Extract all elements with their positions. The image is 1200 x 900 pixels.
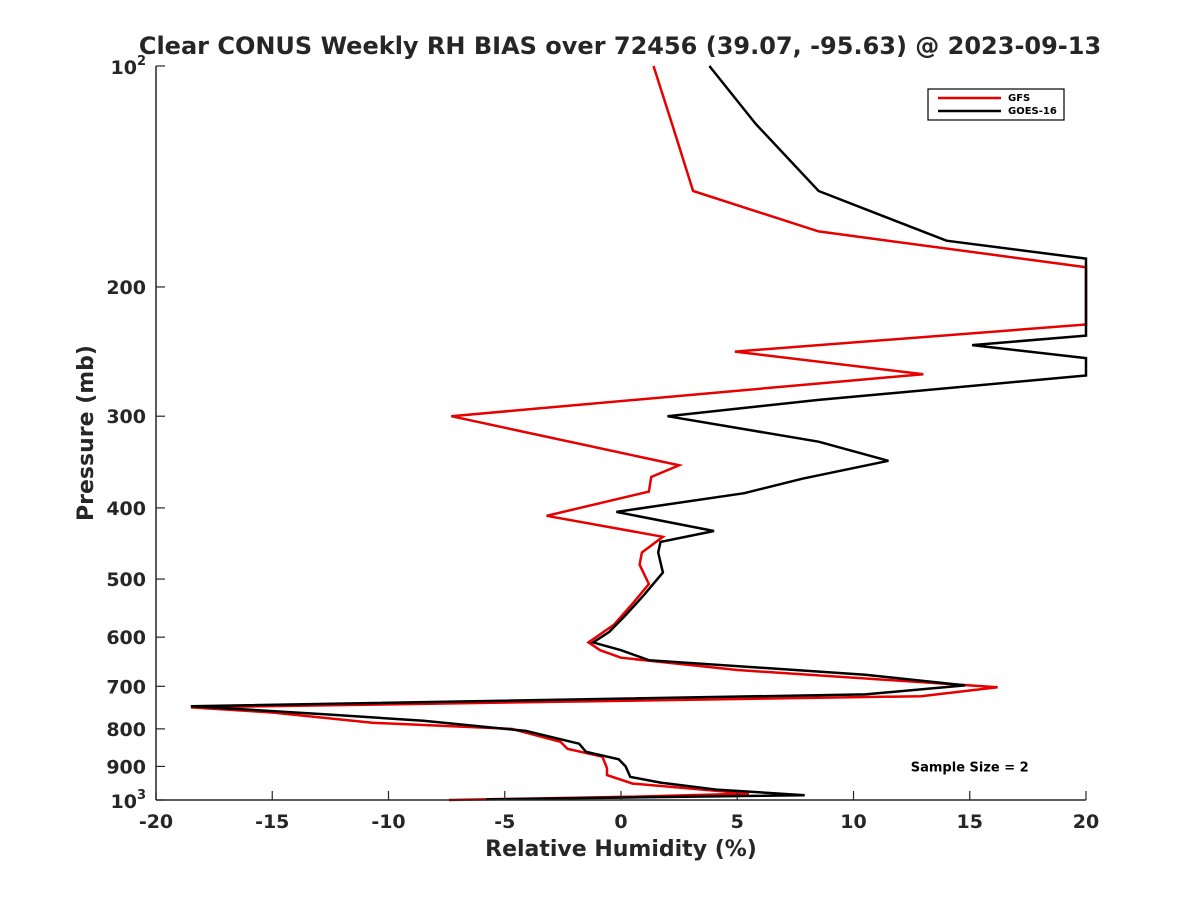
- y-tick-label: 102: [111, 54, 147, 79]
- y-tick-label: 400: [106, 498, 146, 520]
- y-tick-label: 600: [106, 627, 146, 649]
- x-ticks: -20 -15 -10 -5 0 5 10 15 20: [139, 791, 1099, 833]
- y-tick-label: 500: [106, 569, 146, 591]
- y-tick-base: 10: [111, 57, 137, 79]
- x-tick-label: -20: [139, 811, 173, 833]
- x-tick-label: 20: [1073, 811, 1099, 833]
- x-tick-label: 0: [614, 811, 627, 833]
- legend-box: [927, 88, 1065, 121]
- legend: GFS GOES-16: [927, 88, 1065, 121]
- y-tick-label: 900: [106, 756, 146, 778]
- y-tick-exponent: 3: [137, 788, 146, 803]
- y-axis-label: Pressure (mb): [74, 345, 99, 521]
- y-tick-label: 800: [106, 719, 146, 741]
- y-tick-label: 300: [106, 406, 146, 428]
- axes: -20 -15 -10 -5 0 5 10 15 20 10220030040050060070…: [106, 54, 1099, 833]
- series-line-goes16: [190, 65, 1088, 801]
- x-tick-label: 10: [840, 811, 866, 833]
- x-tick-label: -5: [494, 811, 515, 833]
- x-tick-label: 15: [957, 811, 983, 833]
- y-tick-label: 700: [106, 676, 146, 698]
- y-tick-label: 200: [106, 277, 146, 299]
- y-tick-label: 103: [111, 788, 147, 813]
- series-group: [190, 65, 1088, 802]
- legend-label-goes16: GOES-16: [1008, 106, 1057, 117]
- chart-title: Clear CONUS Weekly RH BIAS over 72456 (3…: [139, 32, 1101, 60]
- sample-size-annotation: Sample Size = 2: [911, 760, 1029, 775]
- y-tick-exponent: 2: [137, 54, 146, 69]
- x-tick-label: 5: [731, 811, 744, 833]
- x-tick-label: -15: [255, 811, 289, 833]
- legend-label-gfs: GFS: [1008, 93, 1030, 104]
- x-axis-label: Relative Humidity (%): [485, 837, 757, 862]
- x-tick-label: -10: [371, 811, 405, 833]
- series-line-gfs: [190, 65, 1088, 802]
- y-tick-base: 10: [111, 791, 137, 813]
